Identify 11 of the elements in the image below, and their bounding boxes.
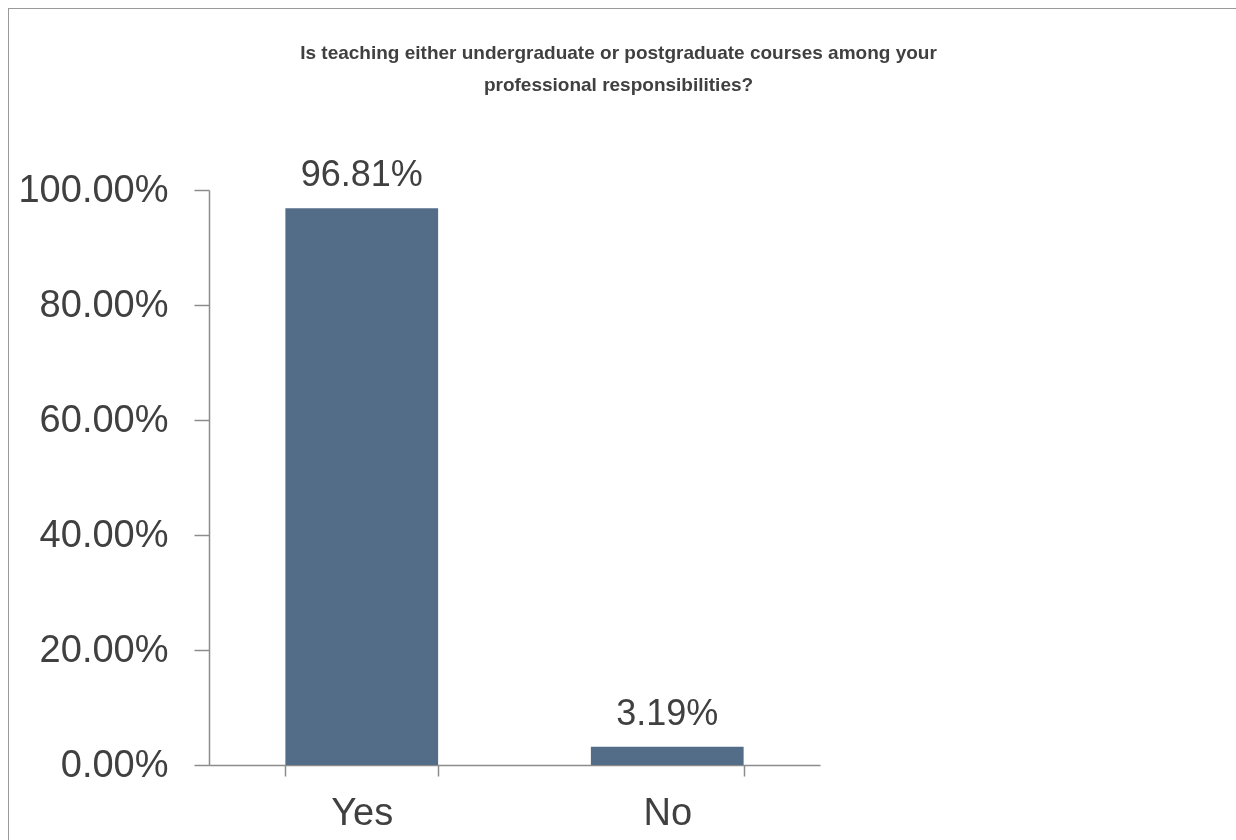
y-tick-label: 0.00%: [60, 742, 169, 785]
data-label: 96.81%: [300, 153, 423, 195]
x-tick-label: Yes: [331, 790, 394, 833]
y-tick-label: 40.00%: [39, 512, 169, 555]
y-tick-label: 20.00%: [39, 627, 169, 670]
y-tick-label: 100.00%: [18, 167, 169, 210]
chart-title: Is teaching either undergraduate or postgraduate courses among your professional responsibilities?: [300, 42, 938, 96]
y-tick-label: 80.00%: [39, 282, 169, 325]
data-label: 3.19%: [616, 691, 719, 733]
y-tick-label: 60.00%: [39, 397, 169, 440]
x-tick-label: No: [643, 790, 693, 833]
